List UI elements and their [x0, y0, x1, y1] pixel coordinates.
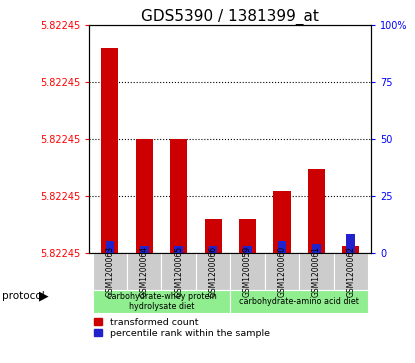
- Bar: [230, 253, 265, 290]
- Bar: [334, 253, 368, 290]
- Text: ▶: ▶: [39, 289, 48, 302]
- Bar: [209, 246, 217, 253]
- Bar: [265, 253, 299, 290]
- Bar: [347, 234, 355, 253]
- Bar: [299, 253, 334, 290]
- Bar: [101, 48, 118, 253]
- Text: GSM1200066: GSM1200066: [209, 246, 217, 297]
- Bar: [273, 191, 290, 253]
- Text: GSM1200063: GSM1200063: [105, 246, 115, 297]
- Text: GSM1200064: GSM1200064: [140, 246, 149, 297]
- Bar: [93, 253, 127, 290]
- Bar: [127, 253, 161, 290]
- Bar: [230, 290, 368, 313]
- Text: GSM1200060: GSM1200060: [278, 246, 286, 297]
- Text: GSM1200065: GSM1200065: [174, 246, 183, 297]
- Text: carbohydrate-whey protein
hydrolysate diet: carbohydrate-whey protein hydrolysate di…: [107, 292, 216, 311]
- Text: GSM1200062: GSM1200062: [346, 246, 355, 297]
- Bar: [140, 246, 149, 253]
- Bar: [170, 139, 187, 253]
- Bar: [308, 168, 325, 253]
- Text: protocol: protocol: [2, 291, 45, 301]
- Bar: [278, 241, 286, 253]
- Text: carbohydrate-amino acid diet: carbohydrate-amino acid diet: [239, 297, 359, 306]
- Bar: [312, 244, 321, 253]
- Bar: [196, 253, 230, 290]
- Bar: [342, 246, 359, 253]
- Bar: [243, 246, 252, 253]
- Bar: [105, 241, 114, 253]
- Bar: [93, 290, 230, 313]
- Legend: transformed count, percentile rank within the sample: transformed count, percentile rank withi…: [94, 318, 270, 338]
- Text: GSM1200059: GSM1200059: [243, 246, 252, 297]
- Text: GSM1200061: GSM1200061: [312, 246, 321, 297]
- Bar: [239, 219, 256, 253]
- Title: GDS5390 / 1381399_at: GDS5390 / 1381399_at: [142, 9, 319, 25]
- Bar: [161, 253, 196, 290]
- Bar: [136, 139, 153, 253]
- Bar: [174, 246, 183, 253]
- Bar: [205, 219, 222, 253]
